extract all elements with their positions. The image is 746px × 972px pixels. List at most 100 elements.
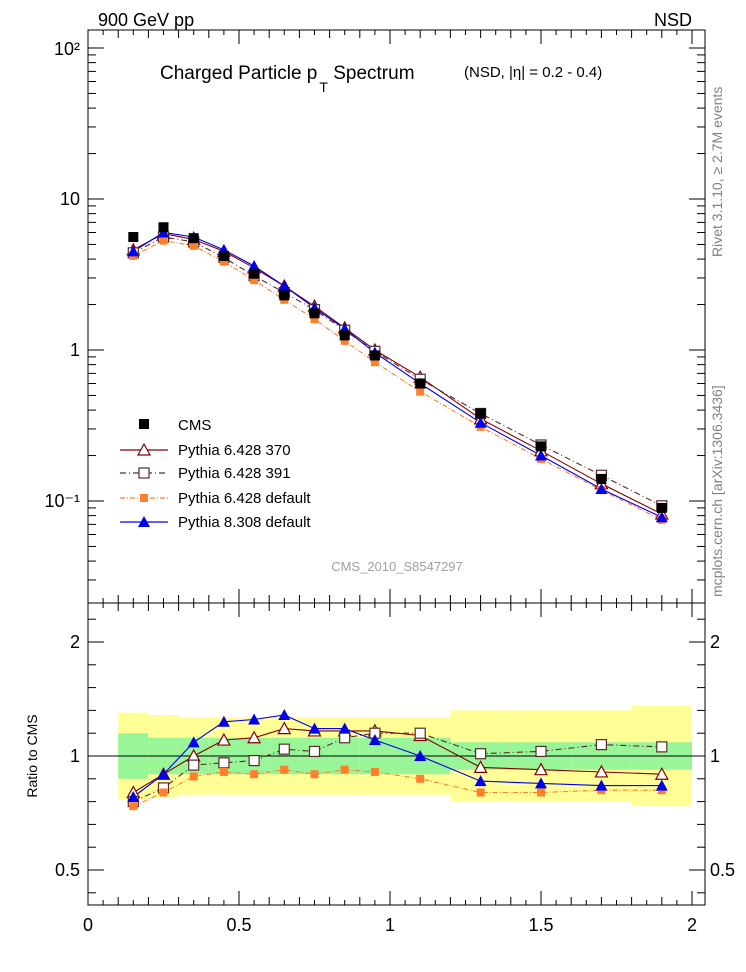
series-point-main	[535, 449, 547, 461]
series-point-ratio	[159, 788, 168, 797]
x-tick-label: 1	[385, 915, 395, 935]
series-point-ratio	[248, 754, 260, 767]
ratio-y-tick-label: 1	[70, 746, 80, 766]
series-point-ratio	[250, 770, 259, 779]
main-y-tick-label: 10⁻¹	[44, 491, 80, 511]
cms-data-point	[309, 308, 320, 319]
series-line-ratio	[133, 728, 662, 793]
cms-data-point	[158, 222, 169, 233]
legend-marker	[140, 494, 148, 502]
cms-data-point	[415, 378, 426, 389]
legend-label: Pythia 6.428 370	[178, 442, 291, 459]
series-point-ratio	[278, 708, 291, 720]
series-point-ratio	[416, 774, 425, 783]
cms-data-point	[128, 232, 139, 243]
series-point-ratio	[370, 767, 379, 776]
cms-data-point	[279, 290, 290, 301]
analysis-watermark: CMS_2010_S8547297	[331, 559, 463, 574]
header-right-label: NSD	[654, 10, 692, 30]
x-tick-label: 0	[83, 915, 93, 935]
series-point-main	[189, 241, 198, 250]
legend-marker	[138, 516, 150, 527]
series-point-ratio	[535, 777, 547, 789]
cms-data-point	[536, 441, 546, 452]
ratio-uncertainty-bands	[88, 705, 705, 807]
series-point-ratio	[474, 775, 487, 787]
main-y-tick-label: 10²	[54, 39, 80, 59]
series-point-ratio	[217, 715, 230, 727]
legend-item-pythia6-default: Pythia 6.428 default	[120, 490, 311, 507]
series-point-ratio	[127, 791, 140, 803]
series-point-ratio	[656, 741, 668, 753]
cms-data-point	[656, 502, 667, 513]
series-point-ratio	[535, 745, 547, 758]
series-point-main	[340, 336, 349, 345]
series-point-ratio	[248, 713, 261, 725]
series-point-ratio	[476, 788, 485, 797]
chart-title-qualifier: (NSD, |η| = 0.2 - 0.4)	[464, 64, 602, 81]
legend-item-cms: CMS	[139, 417, 211, 434]
ratio-y-tick-label: 2	[70, 632, 80, 652]
series-point-main	[250, 276, 259, 285]
series-point-main	[655, 511, 668, 523]
cms-data-point	[475, 408, 486, 419]
series-point-ratio	[368, 734, 381, 746]
series-line-ratio	[133, 732, 662, 803]
series-point-ratio	[654, 766, 669, 780]
series-point-main	[278, 280, 291, 292]
legend-item-pythia6-391: Pythia 6.428 391	[120, 465, 291, 482]
series-line-ratio	[132, 714, 662, 798]
series-point-ratio	[216, 732, 231, 746]
series-point-ratio	[187, 736, 200, 748]
series-point-ratio	[414, 750, 427, 761]
series-point-ratio	[129, 802, 138, 811]
series-point-main	[127, 245, 140, 257]
data-points	[126, 222, 669, 811]
ratio-y-tick-label: 0.5	[55, 860, 80, 880]
series-point-ratio	[157, 768, 170, 780]
series-point-ratio	[475, 748, 487, 760]
ratio-plot-frame	[87, 602, 706, 906]
cms-data-point	[339, 330, 350, 341]
series-point-ratio	[308, 722, 321, 734]
series-point-main	[595, 483, 608, 495]
ratio-y-tick-label-right: 0.5	[710, 860, 735, 880]
legend-label: Pythia 6.428 391	[178, 465, 291, 482]
series-point-ratio	[533, 762, 549, 776]
cms-data-point	[188, 233, 199, 244]
series-point-ratio	[308, 745, 321, 758]
legend-item-pythia6-370: Pythia 6.428 370	[120, 442, 291, 459]
ratio-y-axis-label: Ratio to CMS	[24, 714, 40, 797]
series-point-ratio	[340, 765, 349, 774]
series-point-ratio	[189, 772, 198, 781]
cms-data-point	[369, 350, 380, 361]
mcplots-label: mcplots.cern.ch [arXiv:1306.3436]	[709, 385, 725, 597]
series-point-ratio	[310, 770, 319, 779]
x-tick-label: 1.5	[528, 915, 553, 935]
series-point-main	[310, 315, 319, 324]
series-point-main	[416, 387, 425, 396]
series-point-ratio	[339, 732, 351, 744]
x-tick-label: 2	[687, 915, 697, 935]
ratio-y-tick-label-right: 2	[710, 632, 720, 652]
series-point-main	[219, 257, 228, 266]
legend-label: Pythia 6.428 default	[178, 490, 311, 507]
legend-marker	[139, 419, 149, 429]
series-point-ratio	[247, 730, 262, 744]
series-point-ratio	[595, 738, 608, 751]
axis-ticks	[87, 30, 705, 905]
x-tick-label: 0.5	[226, 915, 251, 935]
legend-marker	[136, 442, 152, 456]
cms-data-point	[249, 268, 260, 279]
series-point-main	[248, 259, 261, 271]
legend-label: Pythia 8.308 default	[178, 514, 311, 531]
legend-label: CMS	[178, 417, 211, 434]
series-point-ratio	[218, 757, 230, 769]
series-point-ratio	[338, 722, 351, 734]
rivet-version-label: Rivet 3.1.10, ≥ 2.7M events	[709, 87, 725, 257]
series-point-main	[370, 358, 379, 367]
series-point-ratio	[595, 779, 608, 791]
series-line-ratio	[133, 769, 662, 807]
series-point-ratio	[277, 721, 292, 735]
